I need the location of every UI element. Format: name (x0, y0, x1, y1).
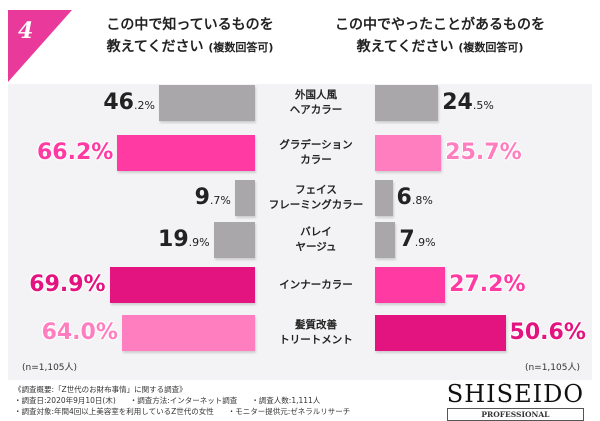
left-bar (117, 135, 255, 171)
category-line: カラー (300, 154, 332, 166)
category-label: 髪質改善トリートメント (258, 318, 374, 348)
left-title-note: (複数回答可) (208, 41, 274, 54)
value-main: 27.2% (449, 272, 526, 297)
shiseido-logo: SHISEIDO PROFESSIONAL (446, 380, 584, 421)
category-line: ヘアカラー (289, 104, 343, 116)
right-value-label: 6.8% (397, 180, 433, 219)
category-line: バレイ (300, 226, 332, 238)
category-line: 髪質改善 (295, 319, 337, 331)
category-label: グラデーション カラー (258, 138, 374, 168)
left-bar (213, 222, 255, 258)
survey-footer: 《調査概要:「Z世代のお財布事情」に関する調査》 ・調査日:2020年9月10日… (14, 384, 364, 417)
category-line: 外国人風 (295, 89, 337, 101)
left-value-label: 19.9% (158, 222, 210, 261)
survey-title: 《調査概要:「Z世代のお財布事情」に関する調査》 (14, 385, 187, 394)
value-decimal: .8% (411, 194, 433, 207)
right-bar (375, 135, 442, 171)
value-main: 25.7% (445, 140, 522, 165)
question-number: 4 (18, 18, 34, 44)
logo-wordmark: SHISEIDO (446, 380, 584, 408)
value-main: 64.0% (41, 320, 118, 345)
right-value-label: 7.9% (399, 222, 435, 261)
value-decimal: .5% (472, 99, 494, 112)
right-bar (375, 222, 396, 258)
category-line: トリートメント (279, 334, 353, 346)
category-line: フェイス (295, 184, 337, 196)
category-label: フェイスフレーミングカラー (258, 183, 374, 213)
category-label: 外国人風 ヘアカラー (258, 88, 374, 118)
right-bar (375, 315, 506, 351)
left-value-label: 46.2% (103, 85, 155, 124)
survey-count: ・調査人数:1,111人 (251, 396, 321, 405)
value-main: 50.6% (509, 320, 586, 345)
left-bar (158, 85, 255, 121)
right-title-note: (複数回答可) (458, 41, 524, 54)
right-bar (375, 85, 439, 121)
category-line: ヤージュ (295, 241, 337, 253)
left-bar (121, 315, 255, 351)
right-sample-size: (n=1,105人) (524, 363, 580, 373)
left-title-line2: 教えてください (106, 39, 204, 55)
value-main: 19 (158, 227, 189, 252)
right-value-label: 50.6% (510, 315, 586, 351)
survey-method: ・調査方法:インターネット調査 (129, 396, 238, 405)
right-title-line2: 教えてください (356, 39, 454, 55)
left-question-title: この中で知っているものを 教えてください (複数回答可) (90, 14, 290, 59)
value-decimal: .7% (209, 194, 231, 207)
right-title-line1: この中でやったことがあるものを (335, 17, 545, 33)
survey-date: ・調査日:2020年9月10日(木) (14, 396, 116, 405)
left-sample-size: (n=1,105人) (22, 363, 78, 373)
survey-target: ・調査対象:年間4回以上美容室を利用しているZ世代の女性 (14, 407, 214, 416)
value-decimal: .9% (188, 236, 210, 249)
category-line: インナーカラー (279, 278, 353, 291)
survey-provider: ・モニター提供元:ゼネラルリサーチ (227, 407, 351, 416)
category-label: インナーカラー (258, 278, 374, 293)
left-value-label: 66.2% (37, 135, 113, 171)
value-main: 6 (396, 185, 412, 210)
category-line: グラデーション (279, 139, 353, 151)
right-value-label: 24.5% (442, 85, 494, 124)
value-decimal: .9% (414, 236, 436, 249)
right-bar (375, 180, 393, 216)
value-main: 69.9% (29, 272, 106, 297)
right-value-label: 25.7% (445, 135, 521, 171)
question-number-badge: 4 (8, 10, 72, 82)
right-value-label: 27.2% (449, 267, 525, 303)
value-main: 9 (194, 185, 210, 210)
value-main: 66.2% (36, 140, 114, 165)
value-main: 46 (103, 90, 134, 115)
left-bar (234, 180, 255, 216)
right-bar (375, 267, 446, 303)
right-question-title: この中でやったことがあるものを 教えてください (複数回答可) (320, 14, 560, 59)
category-label: バレイ ヤージュ (258, 225, 374, 255)
category-line: フレーミングカラー (268, 199, 364, 211)
value-main: 7 (399, 227, 415, 252)
left-value-label: 64.0% (42, 315, 118, 351)
left-value-label: 9.7% (195, 180, 231, 219)
logo-sub: PROFESSIONAL (446, 408, 584, 421)
value-decimal: .2% (133, 99, 155, 112)
left-title-line1: この中で知っているものを (106, 17, 274, 33)
value-main: 24 (442, 90, 473, 115)
left-value-label: 69.9% (29, 267, 105, 303)
left-bar (109, 267, 255, 303)
